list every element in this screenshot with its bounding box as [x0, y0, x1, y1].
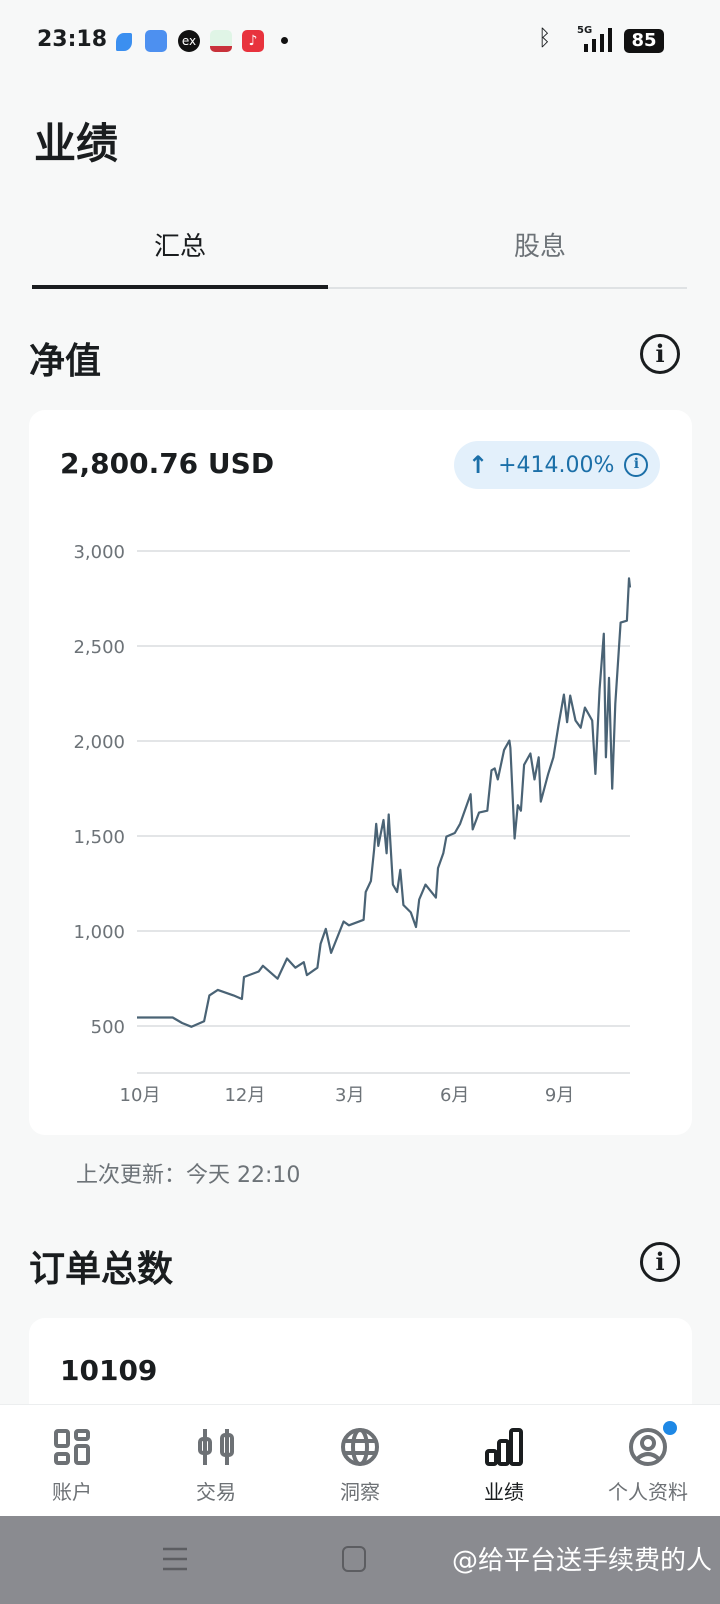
tab-dividends[interactable]: 股息	[513, 232, 566, 262]
arrow-up-icon: ↑	[468, 451, 489, 479]
ex-app-icon: ex	[178, 30, 200, 52]
orders-count: 10109	[60, 1354, 158, 1387]
music-app-icon: ♪	[242, 30, 264, 52]
net-value-card	[29, 410, 692, 1135]
profile-icon	[629, 1428, 667, 1466]
nav-label: 交易	[196, 1480, 236, 1504]
last-update-text: 上次更新：今天 22:10	[76, 1163, 301, 1188]
video-app-icon	[210, 30, 232, 52]
net-value-amount: 2,800.76 USD	[60, 447, 275, 480]
bluetooth-icon: ᛒ	[538, 26, 552, 51]
orders-heading: 订单总数	[29, 1249, 174, 1290]
watermark: @给平台送手续费的人	[451, 1546, 712, 1576]
system-nav-bar	[0, 1516, 720, 1604]
nav-label: 业绩	[484, 1480, 524, 1504]
x-tick-label: 6月	[440, 1085, 469, 1106]
y-tick-label: 1,000	[73, 922, 125, 943]
change-badge[interactable]: ↑ +414.00% i	[454, 441, 660, 489]
page-title: 业绩	[34, 119, 119, 168]
nav-label: 账户	[52, 1480, 92, 1504]
nav-trade[interactable]: 交易	[144, 1405, 288, 1517]
weather-app-icon	[145, 30, 167, 52]
globe-icon	[341, 1428, 379, 1466]
y-tick-label: 2,000	[73, 732, 125, 753]
x-tick-label: 10月	[120, 1085, 161, 1106]
signal-icon	[584, 28, 612, 52]
change-percent: +414.00%	[498, 452, 615, 478]
candlestick-icon	[198, 1429, 234, 1465]
orders-info-icon[interactable]: i	[640, 1242, 680, 1282]
x-tick-label: 3月	[335, 1085, 364, 1106]
net-value-info-icon[interactable]: i	[640, 334, 680, 374]
net-value-line	[137, 577, 632, 1028]
nav-label: 洞察	[340, 1480, 380, 1504]
nav-account[interactable]: 账户	[0, 1405, 144, 1517]
tab-summary[interactable]: 汇总	[153, 232, 206, 262]
net-value-chart: 500 1,000 1,500 2,000 2,500 3,000 10月 12月 3月 6月 9月	[73, 542, 632, 1106]
app-notification-icon	[116, 33, 132, 51]
menu-icon[interactable]	[162, 1546, 188, 1572]
y-tick-label: 1,500	[73, 827, 125, 848]
bar-chart-icon	[485, 1428, 523, 1466]
home-button[interactable]	[342, 1546, 366, 1572]
notification-badge	[663, 1421, 677, 1435]
y-tick-label: 2,500	[73, 637, 125, 658]
nav-profile[interactable]: 个人资料	[576, 1405, 720, 1517]
nav-performance[interactable]: 业绩	[432, 1405, 576, 1517]
more-notifications-dot	[281, 37, 288, 44]
x-tick-label: 9月	[545, 1085, 574, 1106]
net-value-heading: 净值	[29, 341, 102, 382]
status-time: 23:18	[37, 27, 108, 52]
nav-insights[interactable]: 洞察	[288, 1405, 432, 1517]
grid-icon	[54, 1429, 90, 1465]
nav-label: 个人资料	[608, 1480, 688, 1504]
y-tick-label: 500	[91, 1017, 125, 1038]
status-bar: 23:18 ex ♪ ᛒ 5G 85	[0, 0, 720, 80]
battery-indicator: 85	[624, 29, 664, 53]
info-icon: i	[624, 453, 649, 477]
tab-divider	[32, 287, 687, 289]
tab-active-indicator	[32, 285, 328, 289]
x-tick-label: 12月	[224, 1085, 265, 1106]
network-type: 5G	[577, 25, 593, 36]
y-tick-label: 3,000	[73, 542, 125, 563]
bottom-nav: 账户 交易 洞察 业绩 个人资料	[0, 1404, 720, 1516]
